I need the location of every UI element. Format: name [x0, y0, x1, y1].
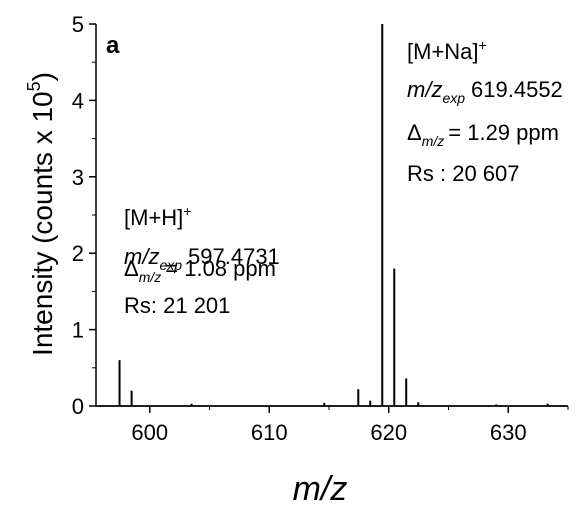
axes-layer: 0 1 2 3 4 5 600 610 620 630: [72, 12, 569, 445]
panel-label: a: [106, 32, 120, 59]
x-tick-label: 600: [131, 420, 168, 445]
annotation-mh-mz: m/zexp 597.4731: [124, 244, 280, 273]
annotation-mh-ion-main: [M+H]: [124, 205, 183, 230]
y-tick-label: 4: [72, 88, 84, 113]
y-axis-label: Intensity (counts x 105): [24, 72, 58, 356]
annotation-mh-delta: Δm/z = 1.08 ppm: [124, 256, 276, 285]
y-tick-label: 1: [72, 318, 84, 343]
y-tick-label: 3: [72, 165, 84, 190]
y-axis-label-main: Intensity (counts x 10: [27, 91, 58, 356]
x-tick-label: 620: [370, 420, 407, 445]
annotation-mna-mz-sub: exp: [442, 90, 465, 106]
annotation-mna-rs: Rs : 20 607: [407, 161, 520, 186]
y-tick-label: 0: [72, 394, 84, 419]
annotation-mh-delta-sub: m/z: [139, 269, 162, 285]
x-axis-label: m/z: [293, 470, 348, 508]
annotation-mna-ion: [M+Na]+: [407, 37, 487, 64]
annotation-mh-rs: Rs: 21 201: [124, 293, 230, 318]
annotation-mh-ion-sup: +: [183, 203, 191, 219]
annotation-mna-ion-sup: +: [479, 37, 487, 53]
annotation-mh-delta-sym: Δ: [124, 256, 139, 281]
annotation-mna-mz-value: 619.4552: [471, 77, 563, 102]
annotation-mna-mz: m/zexp 619.4552: [407, 77, 563, 106]
annotation-mna: [M+Na]+ m/zexp 619.4552 Δm/z = 1.29 ppm Rs…: [407, 37, 563, 186]
annotation-mh-ion: [M+H]+: [124, 203, 191, 230]
annotation-mna-ion-main: [M+Na]: [407, 39, 479, 64]
annotation-mh-mz-main: m/z: [124, 244, 159, 269]
annotation-mna-delta-sym: Δ: [407, 120, 422, 145]
annotation-mna-mz-main: m/z: [407, 77, 442, 102]
annotation-mh: [M+H]+ m/zexp 597.4731 Δm/z = 1.08 ppm Rs:…: [124, 203, 280, 318]
annotation-mna-delta: Δm/z = 1.29 ppm: [407, 120, 559, 149]
annotation-mh-mz-value: 597.4731: [188, 244, 280, 269]
x-tick-label: 630: [490, 420, 527, 445]
y-tick-label: 2: [72, 241, 84, 266]
annotation-mna-delta-sub: m/z: [422, 133, 445, 149]
y-axis-label-close: ): [27, 72, 58, 81]
annotation-mh-delta-value: = 1.08 ppm: [165, 256, 276, 281]
x-tick-label: 610: [251, 420, 288, 445]
annotation-mna-delta-value: = 1.29 ppm: [448, 120, 559, 145]
annotation-mh-mz-sub: exp: [159, 257, 182, 273]
y-tick-label: 5: [72, 12, 84, 37]
y-axis-label-exp: 5: [24, 81, 44, 91]
